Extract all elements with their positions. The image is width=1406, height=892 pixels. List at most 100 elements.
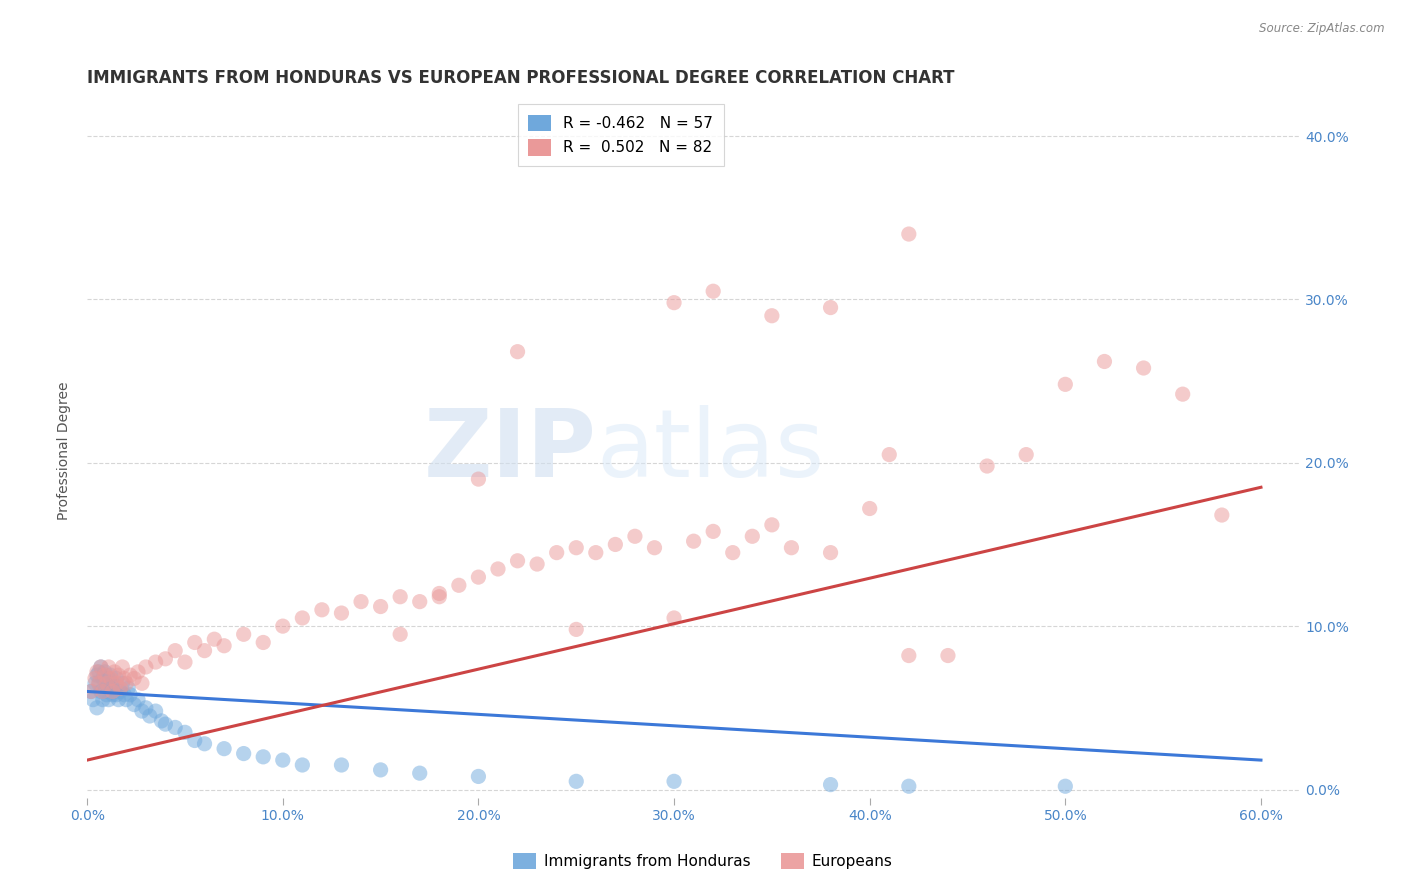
Point [662, 611, 685, 625]
Point [110, 684, 132, 698]
Point [389, 627, 412, 641]
Point [193, 737, 215, 751]
Point [1054, 377, 1077, 392]
Point [565, 623, 588, 637]
Point [291, 611, 314, 625]
Point [100, 681, 122, 696]
Point [84, 676, 107, 690]
Point [117, 681, 139, 696]
Point [127, 692, 149, 706]
Point [120, 688, 142, 702]
Point [94, 668, 117, 682]
Point [91, 684, 114, 698]
Point [91, 672, 114, 686]
Point [820, 301, 842, 315]
Point [110, 681, 132, 696]
Point [135, 701, 157, 715]
Point [135, 660, 157, 674]
Point [105, 672, 128, 686]
Point [1015, 448, 1038, 462]
Point [96, 676, 118, 690]
Point [90, 684, 112, 698]
Legend: Immigrants from Honduras, Europeans: Immigrants from Honduras, Europeans [508, 847, 898, 875]
Point [427, 586, 450, 600]
Point [761, 517, 783, 532]
Text: atlas: atlas [596, 404, 825, 497]
Point [165, 643, 187, 657]
Point [820, 778, 842, 792]
Point [120, 668, 142, 682]
Point [526, 557, 548, 571]
Point [174, 655, 197, 669]
Point [127, 665, 149, 679]
Point [780, 541, 803, 555]
Point [115, 692, 138, 706]
Point [87, 665, 110, 679]
Point [409, 594, 432, 608]
Point [103, 665, 125, 679]
Point [897, 227, 920, 241]
Point [101, 684, 124, 698]
Point [467, 570, 489, 584]
Point [252, 749, 274, 764]
Point [427, 590, 450, 604]
Point [86, 665, 108, 679]
Point [115, 676, 138, 690]
Point [1132, 361, 1154, 376]
Point [82, 692, 104, 706]
Point [139, 709, 162, 723]
Point [174, 725, 197, 739]
Point [165, 720, 187, 734]
Point [1211, 508, 1233, 522]
Point [1054, 779, 1077, 793]
Point [111, 676, 134, 690]
Point [155, 652, 177, 666]
Point [87, 676, 110, 690]
Point [94, 665, 117, 679]
Point [605, 537, 627, 551]
Point [877, 448, 900, 462]
Y-axis label: Professional Degree: Professional Degree [58, 381, 72, 520]
Point [624, 529, 647, 543]
Point [506, 344, 529, 359]
Point [122, 672, 145, 686]
Point [212, 639, 235, 653]
Point [90, 660, 112, 674]
Point [193, 643, 215, 657]
Point [565, 774, 588, 789]
Point [546, 546, 568, 560]
Point [97, 692, 120, 706]
Point [100, 668, 122, 682]
Point [202, 632, 225, 647]
Point [84, 672, 107, 686]
Point [409, 766, 432, 780]
Point [145, 655, 167, 669]
Point [90, 660, 112, 674]
Point [702, 284, 724, 298]
Point [330, 758, 353, 772]
Point [111, 660, 134, 674]
Point [467, 769, 489, 783]
Point [565, 541, 588, 555]
Point [741, 529, 763, 543]
Point [976, 458, 998, 473]
Point [721, 546, 744, 560]
Point [122, 698, 145, 712]
Point [94, 684, 117, 698]
Point [897, 779, 920, 793]
Point [184, 635, 207, 649]
Point [506, 554, 529, 568]
Text: Source: ZipAtlas.com: Source: ZipAtlas.com [1260, 22, 1385, 36]
Point [91, 692, 114, 706]
Point [859, 501, 882, 516]
Point [643, 541, 665, 555]
Point [350, 594, 373, 608]
Point [107, 692, 129, 706]
Point [897, 648, 920, 663]
Point [311, 603, 333, 617]
Point [682, 534, 704, 549]
Point [662, 295, 685, 310]
Point [105, 676, 128, 690]
Point [936, 648, 959, 663]
Point [662, 774, 685, 789]
